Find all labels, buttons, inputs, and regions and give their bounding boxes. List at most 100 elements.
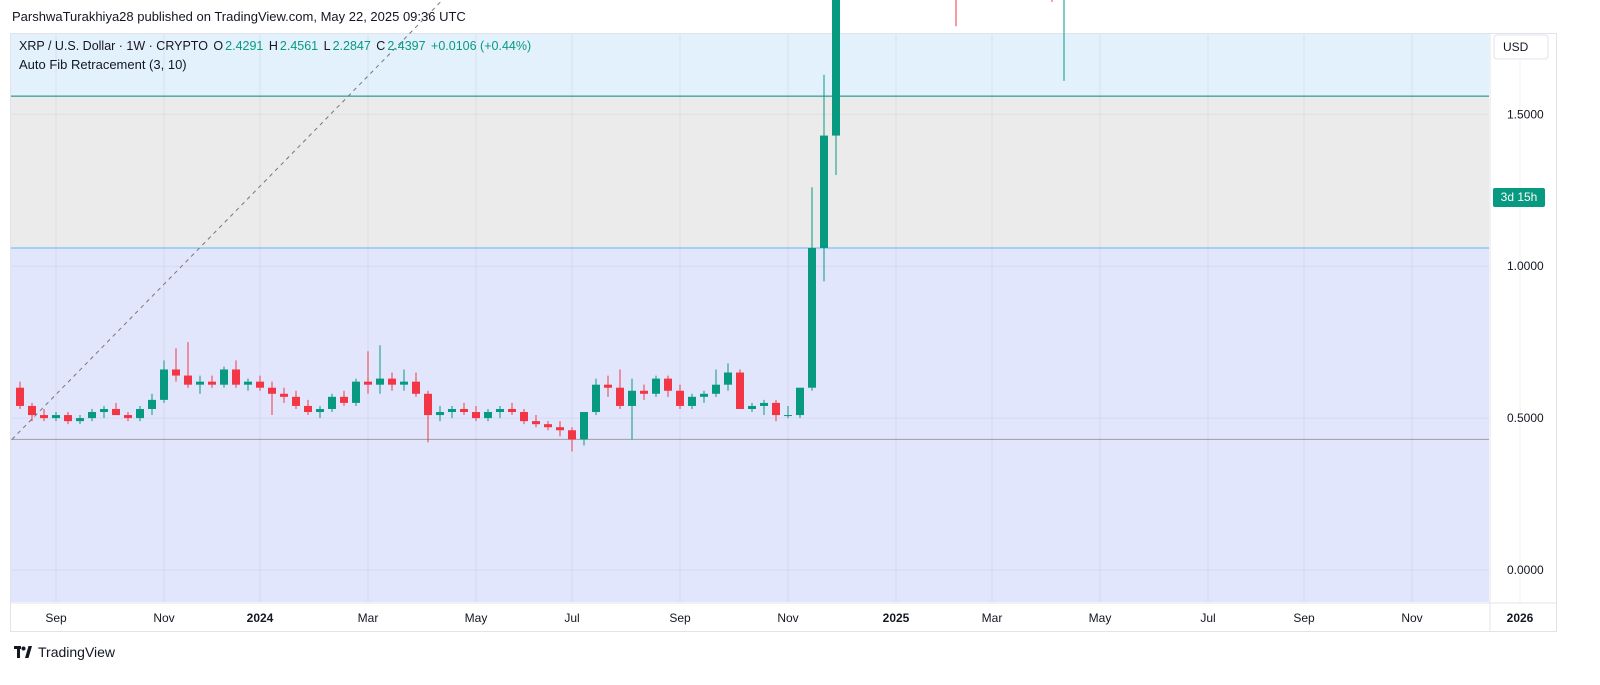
candle-body: [172, 369, 180, 376]
candle: [424, 390, 432, 443]
candle-body: [256, 381, 264, 388]
fib-band: [11, 439, 1489, 602]
candle-body: [52, 415, 60, 419]
x-tick-label: Sep: [669, 611, 691, 625]
candle-body: [448, 408, 456, 413]
candle-body: [352, 381, 360, 403]
candle-body: [16, 387, 24, 406]
candle: [508, 402, 516, 416]
candle-body: [676, 390, 684, 406]
candle: [1063, 0, 1065, 81]
candle: [160, 360, 168, 403]
candle-body: [808, 247, 816, 388]
candle: [712, 369, 720, 397]
candle-body: [400, 381, 408, 385]
candle-body: [460, 408, 468, 413]
candle: [232, 360, 240, 388]
grid: [11, 34, 1521, 602]
y-tick-label: 0.0000: [1507, 563, 1544, 577]
candle-body: [208, 381, 216, 385]
candle-body: [28, 405, 36, 416]
candle: [736, 369, 744, 409]
candle-body: [112, 408, 120, 416]
symbol-legend: XRP / U.S. Dollar · 1W · CRYPTO O 2.4291 …: [19, 39, 533, 53]
candle-body: [580, 412, 588, 440]
indicator-name[interactable]: Auto Fib Retracement (3, 10): [19, 57, 187, 72]
candle-body: [508, 408, 516, 413]
x-tick-label: Nov: [777, 611, 798, 625]
candle-body: [364, 381, 372, 385]
candle-body: [232, 369, 240, 385]
candle: [280, 387, 288, 403]
candle-body: [124, 415, 132, 419]
candle: [364, 351, 372, 394]
fib-band: [11, 34, 1489, 97]
open-value: 2.4291: [225, 39, 264, 53]
candle: [955, 0, 957, 27]
candle-body: [268, 387, 276, 394]
candle-body: [616, 387, 624, 406]
candle-body: [184, 375, 192, 385]
candle-body: [244, 381, 252, 385]
currency-label[interactable]: USD: [1503, 40, 1529, 54]
candle-body: [196, 381, 204, 385]
candle: [592, 378, 600, 416]
fib-band: [11, 247, 1489, 440]
candle-body: [664, 378, 672, 391]
symbol-name: XRP / U.S. Dollar · 1W · CRYPTO: [19, 39, 208, 53]
candle-body: [604, 384, 612, 388]
axes: 0.00000.50001.00001.50002.00002.50003.00…: [11, 34, 1556, 632]
candle: [628, 378, 636, 440]
candle-body: [412, 381, 420, 394]
published-by: ParshwaTurakhiya28 published on TradingV…: [12, 9, 466, 24]
low-label: L: [323, 39, 331, 53]
candle: [304, 399, 312, 416]
candle-body: [832, 0, 840, 136]
x-tick-label: Jul: [564, 611, 579, 625]
candle: [448, 405, 456, 419]
currency-box: [1493, 34, 1549, 60]
candle: [808, 187, 816, 391]
candle: [760, 399, 768, 416]
candle: [640, 384, 648, 400]
candle-body: [472, 412, 480, 419]
candle: [100, 405, 108, 419]
candle-body: [700, 393, 708, 397]
candle-body: [592, 384, 600, 413]
fib-trendline: [11, 0, 444, 440]
tradingview-brand: TradingView: [14, 644, 115, 660]
candle-body: [712, 384, 720, 394]
chart-frame: [10, 33, 1557, 632]
candle: [328, 393, 336, 413]
fib-levels: [11, 34, 1489, 602]
candle: [568, 427, 576, 452]
candle: [88, 408, 96, 422]
candle: [1051, 0, 1053, 2]
candle: [292, 390, 300, 409]
x-tick-label: Mar: [358, 611, 379, 625]
candle-body: [736, 372, 744, 409]
candle-body: [160, 369, 168, 400]
candle: [484, 408, 492, 422]
candle-body: [544, 424, 552, 428]
candle: [220, 366, 228, 388]
candle: [196, 375, 204, 394]
candle-body: [784, 415, 792, 417]
candle-body: [76, 418, 84, 422]
candle-body: [532, 421, 540, 425]
candle: [184, 342, 192, 388]
x-tick-label: 2026: [1507, 611, 1534, 625]
candle-body: [424, 393, 432, 416]
x-tick-label: Sep: [45, 611, 67, 625]
candle-body: [304, 405, 312, 413]
candle-body: [628, 390, 636, 406]
fib-trend-line: [11, 0, 444, 440]
close-value: 2.4397: [387, 39, 426, 53]
candle: [772, 399, 780, 422]
candle: [676, 384, 684, 409]
candle: [700, 390, 708, 403]
candle-body: [772, 402, 780, 416]
candle-body: [496, 408, 504, 413]
candle-body: [520, 412, 528, 422]
